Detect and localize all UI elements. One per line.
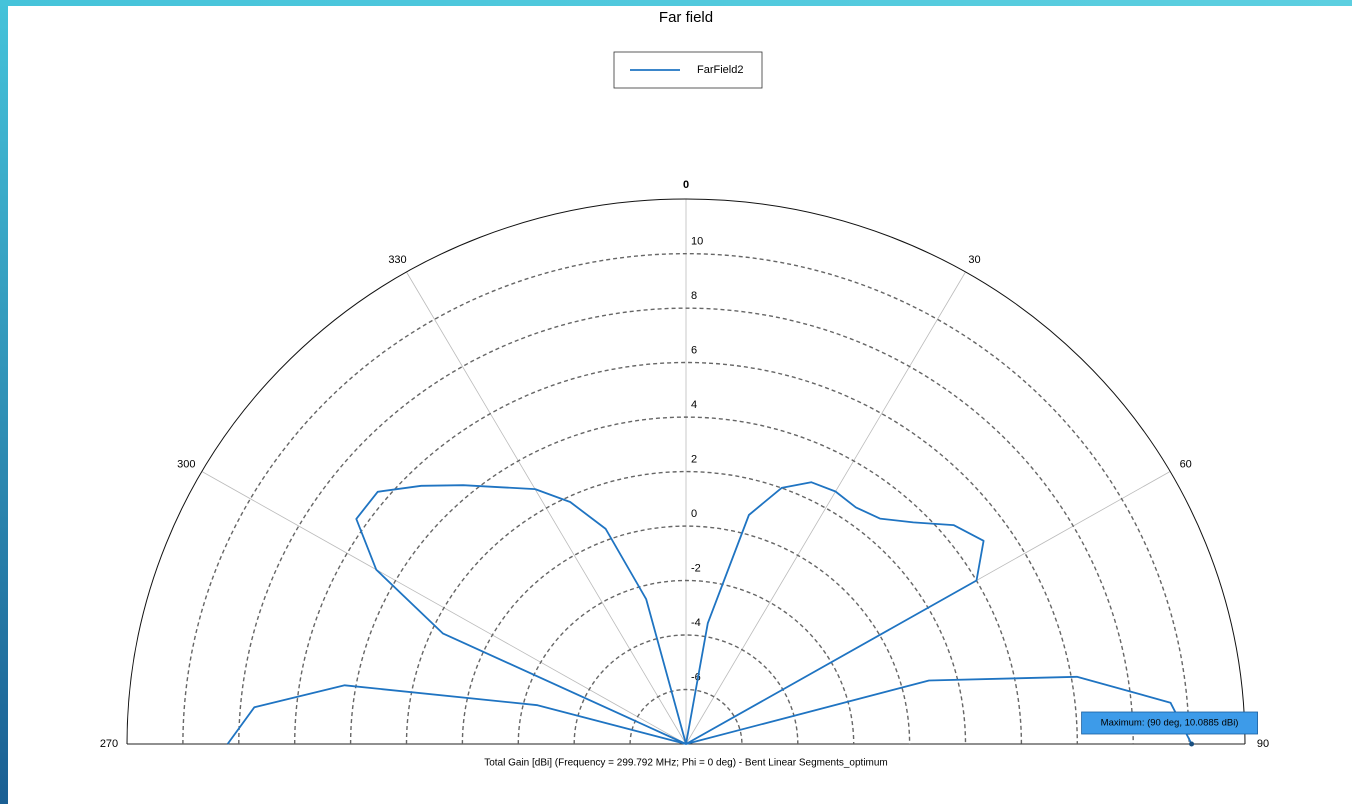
grid-ring	[294, 361, 1078, 745]
spoke	[685, 271, 966, 745]
annotation: Maximum: (90 deg, 10.0885 dBi)	[1101, 718, 1239, 729]
axis-label: Total Gain [dBi] (Frequency = 299.792 MH…	[484, 758, 888, 769]
theta-tick-label: 90	[1257, 738, 1269, 750]
theta-tick-label: 30	[968, 254, 980, 266]
r-tick-label: 0	[691, 508, 697, 520]
r-tick-label: -6	[691, 671, 701, 683]
grid-ring	[182, 252, 1190, 745]
grid-ring	[573, 634, 799, 745]
annotation-box	[1081, 711, 1258, 735]
chart-title: Far field	[659, 9, 713, 26]
r-tick-label: 2	[691, 453, 697, 465]
grid-ring	[349, 416, 1023, 745]
r-tick-label: 4	[691, 399, 697, 411]
r-tick-label: -2	[691, 562, 701, 574]
outer-ring	[126, 198, 1246, 745]
background	[8, 6, 1352, 804]
r-tick-label: 10	[691, 235, 703, 247]
legend-label: FarField2	[697, 64, 743, 76]
max-marker	[1189, 741, 1195, 747]
theta-tick-label: 270	[100, 738, 118, 750]
theta-tick-label: 60	[1180, 458, 1192, 470]
grid-ring	[238, 307, 1134, 745]
grid-ring	[405, 470, 967, 745]
theta-tick-label: 0	[683, 179, 689, 191]
r-tick-label: 8	[691, 290, 697, 302]
theta-tick-label: 300	[177, 458, 195, 470]
theta-tick-label: 330	[388, 254, 406, 266]
grid-ring	[517, 579, 855, 745]
frame-top	[0, 0, 1352, 6]
r-tick-label: -4	[691, 617, 701, 629]
grid-ring	[461, 525, 911, 745]
r-tick-label: 6	[691, 344, 697, 356]
series-line	[226, 481, 1193, 745]
